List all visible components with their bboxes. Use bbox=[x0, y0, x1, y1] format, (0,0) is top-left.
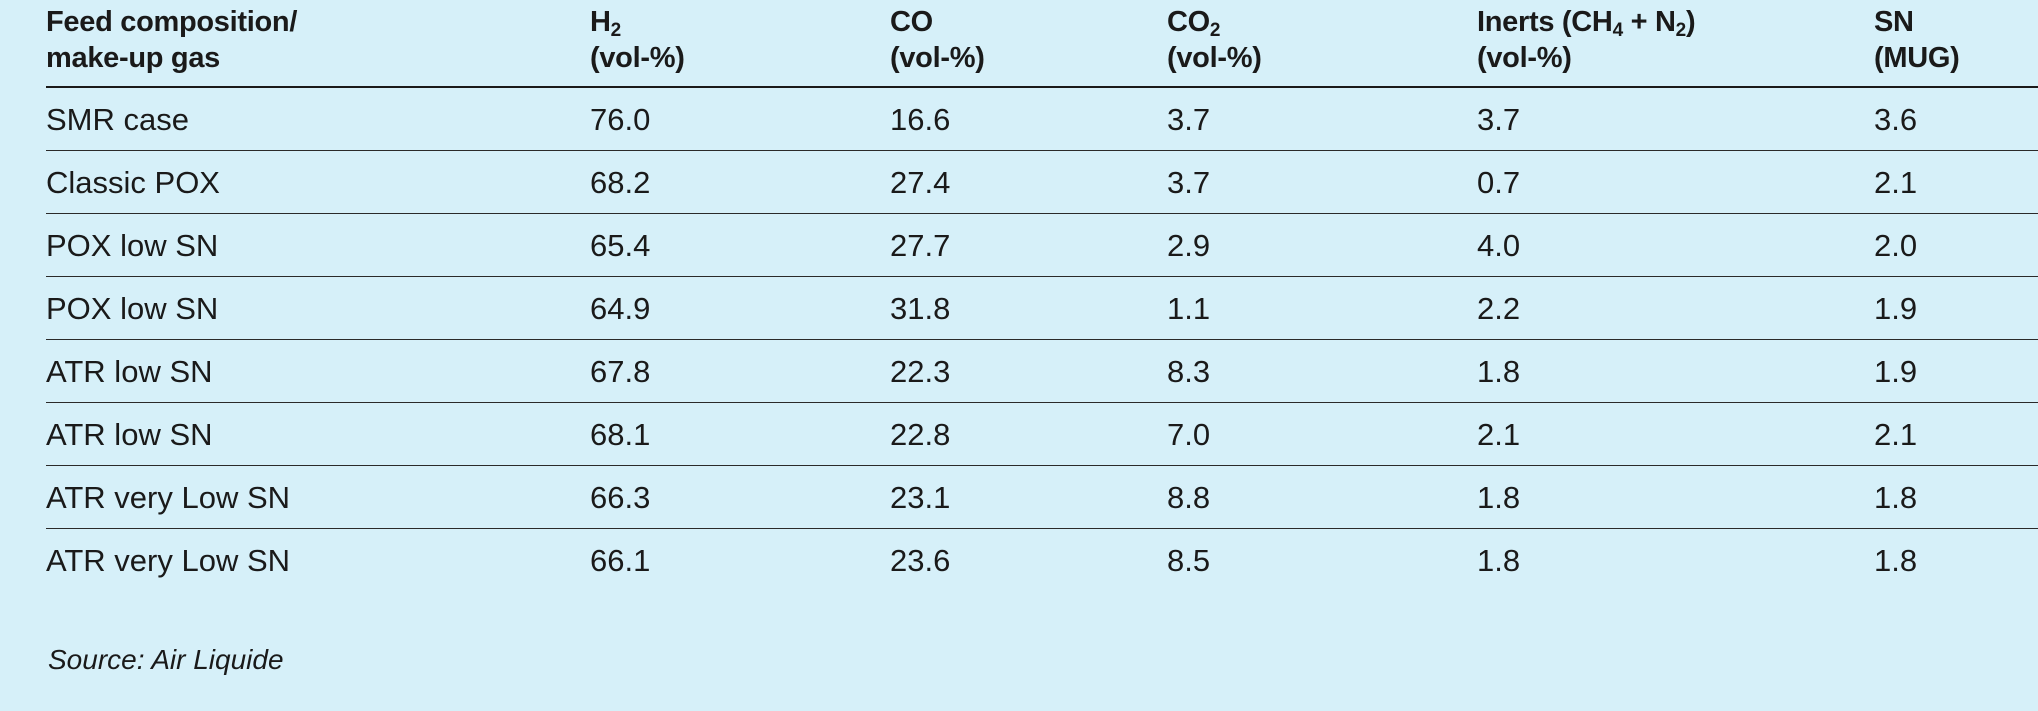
header-line2: make-up gas bbox=[46, 42, 220, 74]
cell-inerts: 0.7 bbox=[1477, 150, 1874, 214]
cell-case: ATR very Low SN bbox=[46, 465, 590, 529]
table-row: POX low SN 65.4 27.7 2.9 4.0 2.0 bbox=[46, 213, 2038, 277]
cell-case: ATR low SN bbox=[46, 402, 590, 466]
cell-case: POX low SN bbox=[46, 276, 590, 340]
cell-co: 27.4 bbox=[890, 150, 1167, 214]
cell-case: Classic POX bbox=[46, 150, 590, 214]
table-row: ATR very Low SN 66.3 23.1 8.8 1.8 1.8 bbox=[46, 465, 2038, 529]
header-inerts: Inerts (CH4 + N2) (vol-%) bbox=[1477, 0, 1874, 88]
cell-h2: 66.1 bbox=[590, 542, 651, 578]
cell-co2: 1.1 bbox=[1167, 276, 1477, 340]
cell-sn: 2.0 bbox=[1874, 213, 2038, 277]
cell-co2: 3.7 bbox=[1167, 150, 1477, 214]
cell-sn: 2.1 bbox=[1874, 150, 2038, 214]
cell-inerts: 1.8 bbox=[1477, 542, 1521, 578]
table-row: ATR low SN 67.8 22.3 8.3 1.8 1.9 bbox=[46, 339, 2038, 403]
cell-inerts: 2.2 bbox=[1477, 276, 1874, 340]
header-line1: Inerts (CH4 + N2) bbox=[1477, 6, 1696, 41]
cell-case: POX low SN bbox=[46, 213, 590, 277]
cell-inerts: 3.7 bbox=[1477, 87, 1874, 151]
header-line1: H2 bbox=[590, 6, 621, 41]
cell-co2: 2.9 bbox=[1167, 213, 1477, 277]
composition-table-container: Feed composition/ make-up gas H2 (vol-%)… bbox=[46, 0, 2038, 591]
cell-co: 23.6 bbox=[890, 542, 951, 578]
cell-sn: 3.6 bbox=[1874, 87, 2038, 151]
cell-h2: 76.0 bbox=[590, 87, 890, 151]
cell-h2: 68.2 bbox=[590, 150, 890, 214]
cell-co: 31.8 bbox=[890, 276, 1167, 340]
header-sn: SN (MUG) bbox=[1874, 0, 2038, 88]
cell-co: 16.6 bbox=[890, 87, 1167, 151]
cell-h2: 66.3 bbox=[590, 465, 890, 529]
cell-case: ATR low SN bbox=[46, 339, 590, 403]
cell-inerts: 1.8 bbox=[1477, 465, 1874, 529]
table-row: ATR low SN 68.1 22.8 7.0 2.1 2.1 bbox=[46, 402, 2038, 466]
cell-co: 27.7 bbox=[890, 213, 1167, 277]
composition-table: Feed composition/ make-up gas H2 (vol-%)… bbox=[46, 0, 2038, 591]
header-co: CO (vol-%) bbox=[890, 0, 1167, 88]
cell-case: SMR case bbox=[46, 87, 590, 151]
header-line2: (vol-%) bbox=[590, 42, 685, 74]
cell-h2: 65.4 bbox=[590, 213, 890, 277]
cell-inerts: 4.0 bbox=[1477, 213, 1874, 277]
header-line1: CO bbox=[890, 6, 933, 38]
table-row: Classic POX 68.2 27.4 3.7 0.7 2.1 bbox=[46, 150, 2038, 214]
header-h2: H2 (vol-%) bbox=[590, 0, 890, 88]
cell-sn: 1.8 bbox=[1874, 465, 2038, 529]
header-line2: (vol-%) bbox=[890, 42, 985, 74]
header-line2: (vol-%) bbox=[1477, 42, 1572, 74]
table-header-row: Feed composition/ make-up gas H2 (vol-%)… bbox=[46, 0, 2038, 88]
cell-co2: 8.5 bbox=[1167, 542, 1211, 578]
cell-sn: 1.9 bbox=[1874, 276, 2038, 340]
header-line1: Feed composition/ bbox=[46, 6, 298, 38]
cell-co: 23.1 bbox=[890, 465, 1167, 529]
cell-inerts: 2.1 bbox=[1477, 402, 1874, 466]
cell-case: ATR very Low SN bbox=[46, 542, 291, 578]
cell-co2: 7.0 bbox=[1167, 402, 1477, 466]
cell-h2: 67.8 bbox=[590, 339, 890, 403]
source-note: Source: Air Liquide bbox=[48, 644, 284, 675]
cell-inerts: 1.8 bbox=[1477, 339, 1874, 403]
cell-sn: 1.8 bbox=[1874, 542, 1918, 578]
cell-h2: 64.9 bbox=[590, 276, 890, 340]
table-row: SMR case 76.0 16.6 3.7 3.7 3.6 bbox=[46, 87, 2038, 151]
header-line1: CO2 bbox=[1167, 6, 1221, 41]
header-line2: (vol-%) bbox=[1167, 42, 1262, 74]
cell-co2: 8.3 bbox=[1167, 339, 1477, 403]
cell-sn: 2.1 bbox=[1874, 402, 2038, 466]
header-line1: SN bbox=[1874, 6, 1914, 38]
table-row: ATR very Low SN 66.1 23.6 8.5 1.8 1.8 bbox=[46, 528, 2038, 591]
table-row: POX low SN 64.9 31.8 1.1 2.2 1.9 bbox=[46, 276, 2038, 340]
cell-co: 22.8 bbox=[890, 402, 1167, 466]
cell-co2: 8.8 bbox=[1167, 465, 1477, 529]
header-feed-composition: Feed composition/ make-up gas bbox=[46, 0, 590, 88]
header-co2: CO2 (vol-%) bbox=[1167, 0, 1477, 88]
cell-h2: 68.1 bbox=[590, 402, 890, 466]
header-line2: (MUG) bbox=[1874, 42, 1960, 74]
cell-co: 22.3 bbox=[890, 339, 1167, 403]
cell-sn: 1.9 bbox=[1874, 339, 2038, 403]
cell-co2: 3.7 bbox=[1167, 87, 1477, 151]
